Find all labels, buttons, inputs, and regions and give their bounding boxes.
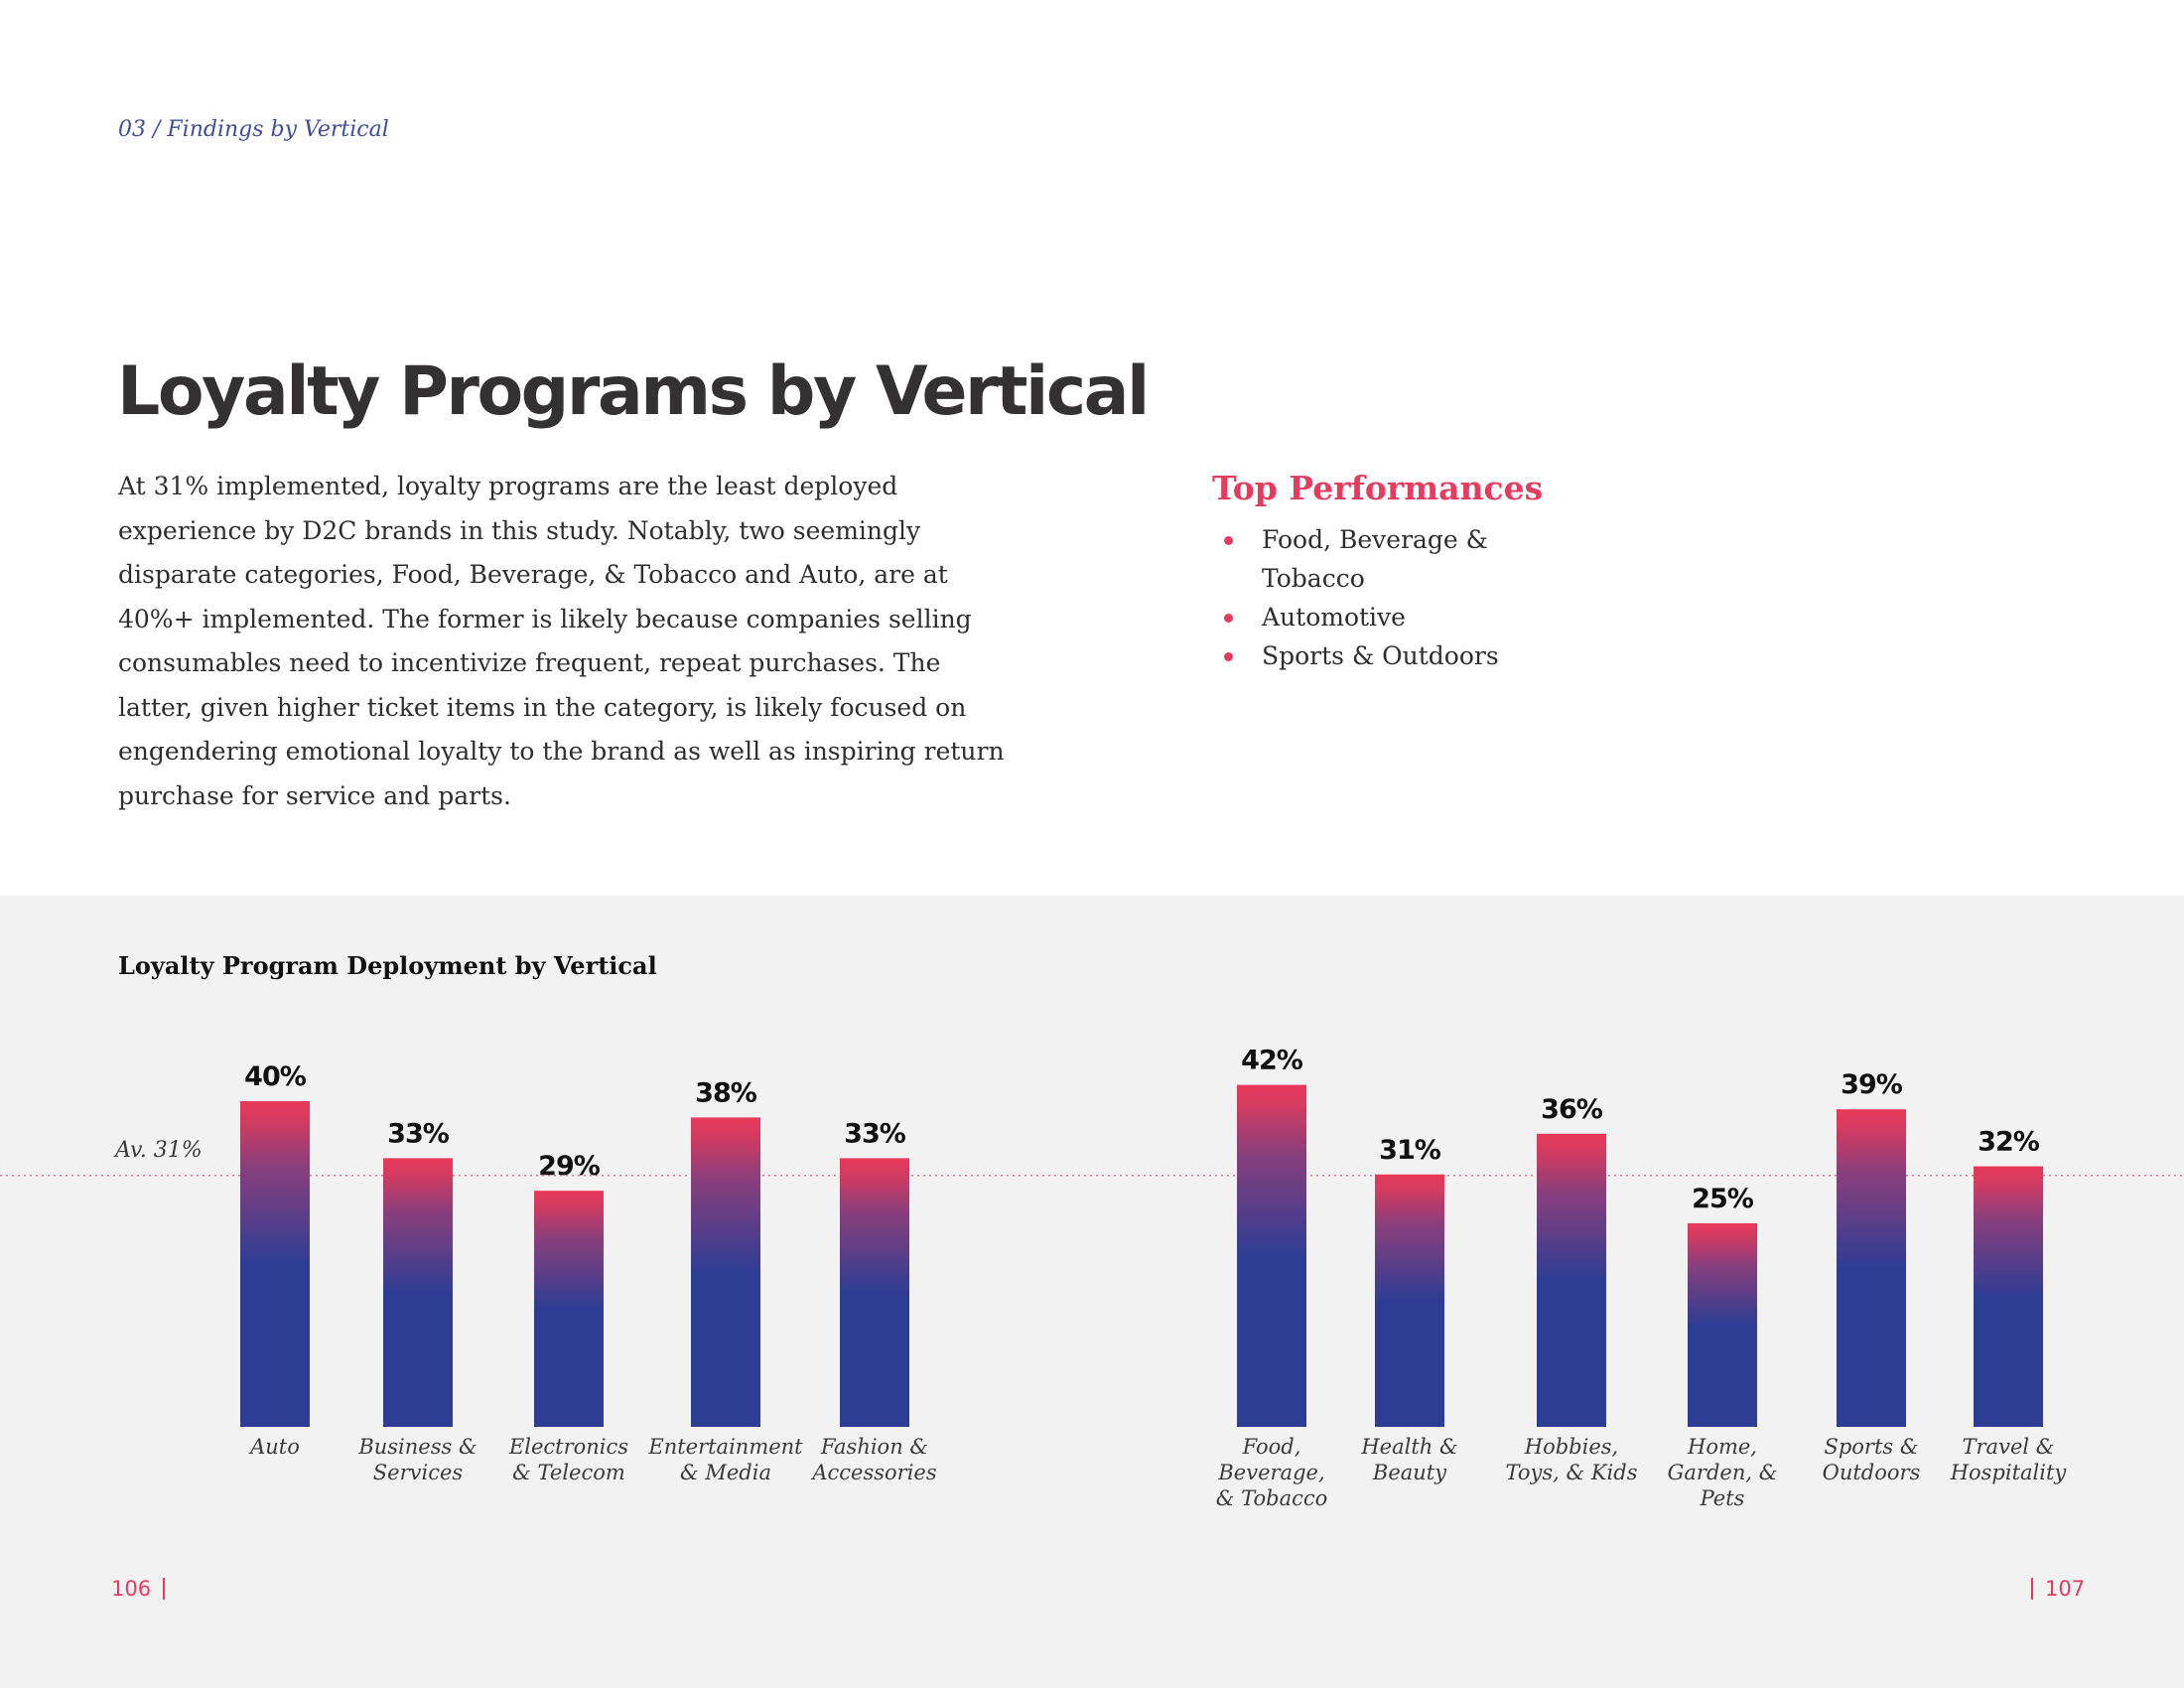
top-performances-list: Food, Beverage & Tobacco Automotive Spor… bbox=[1224, 520, 1552, 675]
bar bbox=[1537, 1133, 1606, 1427]
bar-value-label: 39% bbox=[1841, 1069, 1903, 1100]
page-number-left: 106 bbox=[111, 1578, 166, 1600]
chart-panel bbox=[0, 896, 2184, 1688]
bar-value-label: 32% bbox=[1978, 1127, 2040, 1158]
bar-value-label: 42% bbox=[1241, 1046, 1303, 1076]
bar-value-label: 31% bbox=[1379, 1135, 1441, 1166]
category-label: Business & Services bbox=[357, 1435, 477, 1484]
list-item-label: Food, Beverage & Tobacco bbox=[1262, 525, 1488, 593]
bar bbox=[691, 1117, 760, 1427]
bar bbox=[1237, 1084, 1306, 1427]
bar-value-label: 29% bbox=[538, 1151, 601, 1182]
bar-value-label: 33% bbox=[844, 1118, 906, 1149]
list-item: Sports & Outdoors bbox=[1224, 636, 1552, 675]
page-title: Loyalty Programs by Vertical bbox=[117, 352, 1150, 431]
bullet-icon bbox=[1224, 652, 1233, 661]
bullet-icon bbox=[1224, 536, 1233, 545]
list-item-label: Automotive bbox=[1262, 603, 1406, 632]
list-item: Automotive bbox=[1224, 598, 1552, 636]
page-number-right: 107 bbox=[2031, 1578, 2085, 1600]
category-label: Auto bbox=[248, 1435, 300, 1459]
list-item-label: Sports & Outdoors bbox=[1262, 641, 1499, 670]
bar bbox=[1688, 1223, 1757, 1427]
category-label: Health & Beauty bbox=[1360, 1435, 1457, 1484]
bar bbox=[1837, 1109, 1906, 1427]
category-label: Travel & Hospitality bbox=[1950, 1435, 2068, 1484]
bar-value-label: 40% bbox=[244, 1061, 307, 1092]
intro-paragraph: At 31% implemented, loyalty programs are… bbox=[118, 472, 1005, 810]
list-item: Food, Beverage & Tobacco bbox=[1224, 520, 1552, 598]
bar-value-label: 33% bbox=[387, 1118, 450, 1149]
category-label: Food, Beverage, & Tobacco bbox=[1216, 1435, 1328, 1510]
category-label: Home, Garden, & Pets bbox=[1668, 1435, 1778, 1510]
bar-value-label: 25% bbox=[1692, 1184, 1754, 1214]
bar bbox=[383, 1158, 453, 1427]
bar bbox=[1974, 1166, 2043, 1427]
bar-value-label: 36% bbox=[1541, 1094, 1603, 1125]
category-label: Entertainment & Media bbox=[647, 1435, 803, 1484]
bar-value-label: 38% bbox=[695, 1077, 757, 1108]
category-label: Sports & Outdoors bbox=[1823, 1435, 1921, 1484]
bar bbox=[1375, 1174, 1444, 1427]
bar bbox=[240, 1101, 310, 1427]
breadcrumb: 03 / Findings by Vertical bbox=[118, 117, 389, 142]
category-label: Fashion & Accessories bbox=[810, 1435, 936, 1484]
chart-title: Loyalty Program Deployment by Vertical bbox=[118, 951, 657, 980]
category-label: Hobbies, Toys, & Kids bbox=[1505, 1435, 1637, 1484]
average-label: Av. 31% bbox=[113, 1138, 203, 1163]
top-performances-title: Top Performances bbox=[1212, 469, 1544, 507]
bullet-icon bbox=[1224, 614, 1233, 623]
category-label: Electronics & Telecom bbox=[508, 1435, 628, 1484]
bar bbox=[840, 1158, 909, 1427]
bar bbox=[534, 1191, 604, 1427]
loyalty-bar-chart: Av. 31% 40% Auto 33% Business & Services 29% E… bbox=[0, 1046, 2184, 1510]
